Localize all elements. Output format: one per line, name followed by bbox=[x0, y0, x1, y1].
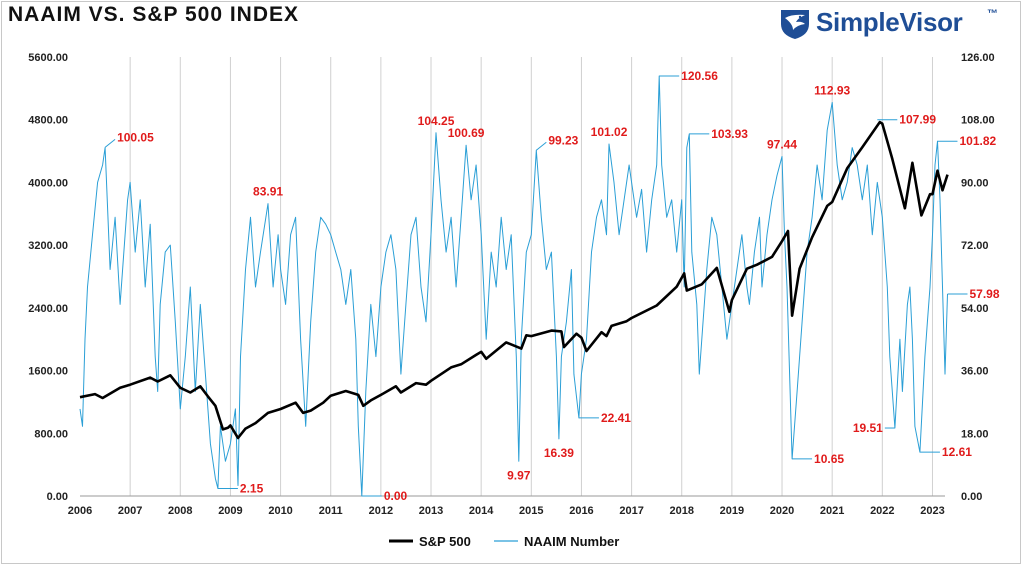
annotation-label: 57.98 bbox=[970, 287, 1000, 301]
chart-title: NAAIM VS. S&P 500 INDEX bbox=[8, 3, 300, 26]
annotation-leader bbox=[536, 141, 547, 151]
x-tick-label: 2023 bbox=[920, 505, 944, 517]
annotation-label: 12.61 bbox=[942, 445, 972, 459]
left-y-tick-label: 4000.00 bbox=[28, 177, 68, 189]
left-y-tick-label: 0.00 bbox=[47, 491, 68, 503]
annotation-label: 103.93 bbox=[711, 127, 748, 141]
x-tick-label: 2008 bbox=[168, 505, 192, 517]
x-tick-label: 2017 bbox=[619, 505, 643, 517]
left-y-tick-label: 800.00 bbox=[34, 428, 68, 440]
annotation-label: 101.02 bbox=[591, 125, 628, 139]
brand-trademark: ™ bbox=[987, 8, 998, 20]
brand-name: SimpleVisor bbox=[816, 7, 963, 37]
annotation-label: 83.91 bbox=[253, 185, 283, 199]
annotation-label: 104.25 bbox=[418, 114, 455, 128]
left-y-tick-label: 4800.00 bbox=[28, 115, 68, 127]
annotation-label: 99.23 bbox=[548, 133, 578, 147]
annotation-leader bbox=[104, 139, 116, 148]
x-tick-label: 2019 bbox=[720, 505, 744, 517]
annotation-label: 100.69 bbox=[448, 126, 485, 140]
right-y-tick-label: 36.00 bbox=[961, 366, 989, 378]
legend-label: S&P 500 bbox=[419, 534, 471, 549]
left-y-tick-label: 1600.00 bbox=[28, 366, 68, 378]
annotation-label: 19.51 bbox=[853, 421, 883, 435]
eagle-shield-icon bbox=[781, 10, 809, 39]
x-tick-label: 2006 bbox=[68, 505, 92, 517]
annotation-label: 2.15 bbox=[240, 482, 264, 496]
brand-logo: SimpleVisor ™ bbox=[778, 6, 998, 40]
x-tick-label: 2020 bbox=[770, 505, 794, 517]
x-tick-label: 2012 bbox=[369, 505, 393, 517]
annotation-label: 101.82 bbox=[959, 134, 996, 148]
legend-label: NAAIM Number bbox=[524, 534, 619, 549]
x-tick-label: 2007 bbox=[118, 505, 142, 517]
x-tick-label: 2011 bbox=[319, 505, 343, 517]
x-tick-label: 2018 bbox=[669, 505, 693, 517]
right-y-tick-label: 108.00 bbox=[961, 115, 995, 127]
annotation-label: 16.39 bbox=[544, 446, 574, 460]
annotation-label: 97.44 bbox=[767, 138, 797, 152]
right-y-tick-label: 90.00 bbox=[961, 177, 989, 189]
right-y-axis-ticks: 0.00 18.00 36.00 54.00 72.00 90.00 108.00 126.0… bbox=[961, 52, 995, 503]
x-tick-label: 2015 bbox=[519, 505, 543, 517]
x-tick-label: 2022 bbox=[870, 505, 894, 517]
x-tick-label: 2016 bbox=[569, 505, 593, 517]
right-y-tick-label: 18.00 bbox=[961, 428, 989, 440]
annotation-label: 112.93 bbox=[814, 84, 850, 98]
legend: S&P 500 NAAIM Number bbox=[389, 534, 619, 549]
sp500-line bbox=[79, 120, 949, 440]
right-y-tick-label: 72.00 bbox=[961, 240, 989, 252]
annotation-label: 100.05 bbox=[117, 130, 154, 144]
x-axis-ticks: 2006 2007 2008 2009 2010 2011 2012 2013 2014 2015… bbox=[68, 505, 945, 517]
x-tick-label: 2014 bbox=[469, 505, 494, 517]
left-y-tick-label: 2400.00 bbox=[28, 303, 68, 315]
naaim-number-line bbox=[79, 75, 948, 497]
annotation-label: 10.65 bbox=[814, 452, 844, 466]
annotation-label: 22.41 bbox=[601, 411, 631, 425]
x-tick-label: 2010 bbox=[268, 505, 292, 517]
right-y-tick-label: 54.00 bbox=[961, 303, 989, 315]
annotation-label: 120.56 bbox=[681, 69, 718, 83]
right-y-tick-label: 0.00 bbox=[961, 491, 982, 503]
x-tick-label: 2009 bbox=[218, 505, 242, 517]
annotation-label: 0.00 bbox=[384, 489, 408, 503]
right-y-tick-label: 126.00 bbox=[961, 52, 995, 64]
left-y-axis-ticks: 0.00 800.00 1600.00 2400.00 3200.00 4000.00 48… bbox=[28, 52, 68, 503]
annotation-label: 107.99 bbox=[899, 113, 936, 127]
x-tick-label: 2021 bbox=[820, 505, 844, 517]
x-tick-label: 2013 bbox=[419, 505, 443, 517]
series-lines bbox=[79, 75, 949, 497]
annotation-label: 9.97 bbox=[507, 468, 531, 482]
left-y-tick-label: 3200.00 bbox=[28, 240, 68, 252]
vertical-gridlines bbox=[129, 57, 933, 496]
left-y-tick-label: 5600.00 bbox=[28, 52, 68, 64]
